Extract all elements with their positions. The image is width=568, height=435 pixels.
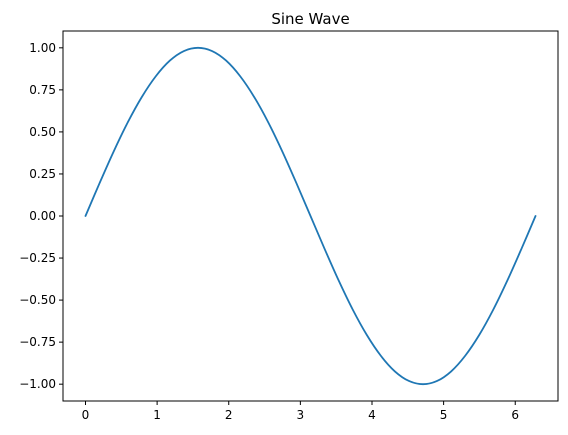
x-tick-label: 2 bbox=[225, 408, 233, 422]
y-tick-label: −0.75 bbox=[19, 335, 56, 349]
y-tick-label: 0.00 bbox=[29, 209, 56, 223]
y-tick-label: 0.25 bbox=[29, 167, 56, 181]
y-axis: 1.00 0.75 0.50 0.25 0.00 −0.25 −0.50 −0.75 −1.00 bbox=[19, 41, 63, 391]
x-tick-label: 3 bbox=[297, 408, 305, 422]
sine-series-line bbox=[84, 46, 537, 386]
y-tick-label: −0.25 bbox=[19, 251, 56, 265]
x-tick-label: 0 bbox=[82, 408, 90, 422]
y-tick-label: 1.00 bbox=[29, 41, 56, 55]
chart-title: Sine Wave bbox=[271, 10, 349, 28]
y-tick-label: −0.50 bbox=[19, 293, 56, 307]
y-tick-label: 0.50 bbox=[29, 125, 56, 139]
x-tick-label: 1 bbox=[153, 408, 161, 422]
x-axis: 0 1 2 3 4 5 6 bbox=[82, 401, 519, 422]
y-tick-label: −1.00 bbox=[19, 377, 56, 391]
x-tick-label: 6 bbox=[511, 408, 519, 422]
x-tick-label: 5 bbox=[440, 408, 448, 422]
y-tick-label: 0.75 bbox=[29, 83, 56, 97]
x-tick-label: 4 bbox=[368, 408, 376, 422]
